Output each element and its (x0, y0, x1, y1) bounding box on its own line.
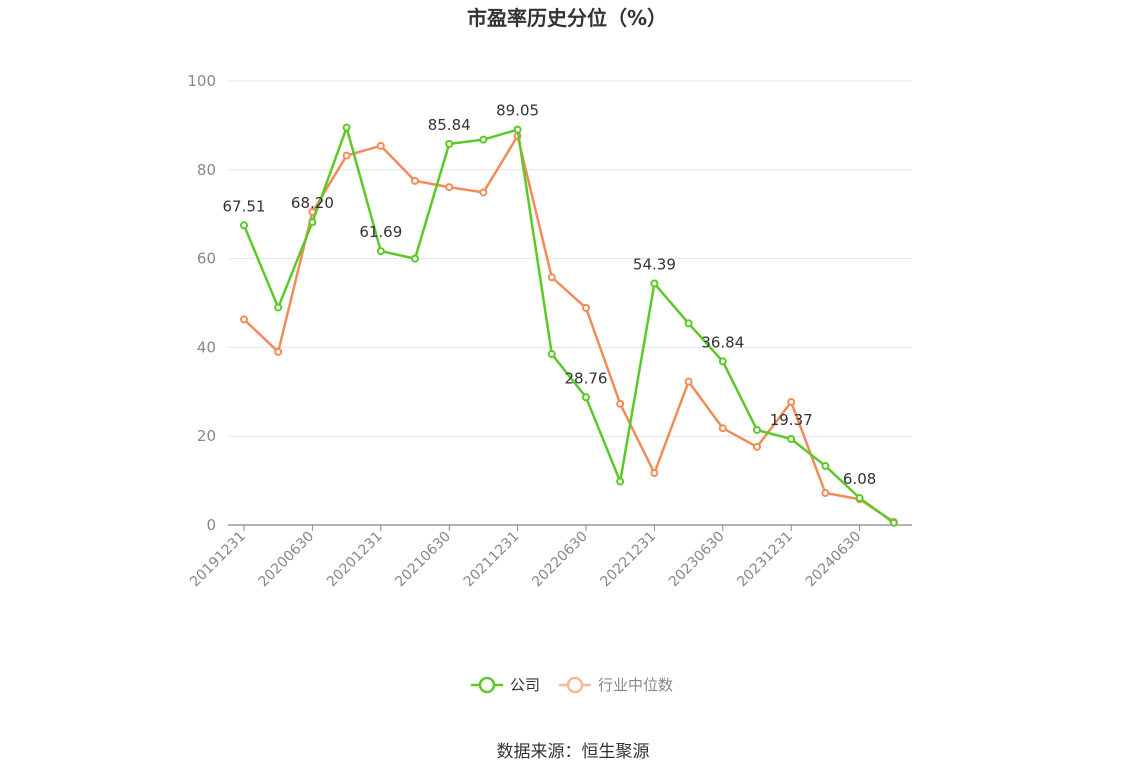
data-label: 6.08 (843, 470, 876, 488)
data-label: 68.20 (291, 194, 334, 212)
y-tick-label: 100 (187, 72, 216, 90)
y-tick-label: 80 (197, 161, 216, 179)
legend-label: 公司 (510, 676, 540, 694)
data-point-0-3[interactable] (342, 123, 351, 132)
data-point-0-19[interactable] (889, 518, 898, 527)
legend-label: 行业中位数 (598, 676, 673, 694)
x-tick-label: 20200630 (256, 529, 318, 591)
series-0 (240, 123, 898, 527)
data-label: 28.76 (565, 369, 608, 387)
data-label: 54.39 (633, 256, 676, 274)
data-point-0-16[interactable] (787, 434, 796, 443)
data-label: 19.37 (770, 411, 813, 429)
data-label: 36.84 (701, 333, 744, 351)
data-point-1-13[interactable] (684, 377, 693, 386)
x-tick-label: 20201231 (324, 529, 386, 591)
data-point-1-6[interactable] (445, 183, 454, 192)
data-point-1-5[interactable] (411, 176, 419, 185)
data-point-0-15[interactable] (753, 425, 761, 434)
data-point-0-10[interactable] (582, 393, 590, 402)
data-point-0-17[interactable] (821, 461, 830, 470)
data-point-1-14[interactable] (718, 424, 727, 433)
data-point-0-8[interactable] (513, 125, 522, 134)
data-point-0-14[interactable] (718, 357, 727, 366)
legend[interactable]: 公司 行业中位数 (471, 676, 673, 694)
y-axis: 0 20 40 60 80 100 (187, 72, 216, 534)
data-point-0-13[interactable] (684, 319, 693, 328)
x-axis: 20191231 20200630 20201231 20210630 20211231… (187, 524, 912, 591)
y-tick-label: 40 (197, 338, 216, 356)
x-tick-label: 20211231 (461, 529, 523, 591)
x-tick-label: 20240630 (803, 529, 865, 591)
x-tick-label: 20221231 (598, 529, 660, 591)
data-point-1-7[interactable] (479, 188, 488, 197)
x-tick-label: 20230630 (666, 529, 728, 591)
grid-lines (228, 80, 912, 437)
y-tick-label: 20 (197, 427, 216, 445)
y-tick-label: 60 (197, 250, 216, 268)
data-point-1-15[interactable] (753, 442, 761, 451)
chart-title: 市盈率历史分位（%） (467, 6, 667, 30)
data-source: 数据来源：恒生聚源 (497, 742, 650, 762)
legend-marker (478, 676, 496, 694)
data-point-0-7[interactable] (479, 135, 488, 144)
data-label: 67.51 (223, 197, 266, 215)
data-label: 85.84 (428, 116, 471, 134)
data-point-0-4[interactable] (376, 247, 385, 256)
data-point-0-5[interactable] (411, 254, 419, 263)
data-point-0-9[interactable] (547, 350, 556, 359)
series-line-1 (243, 134, 895, 523)
data-point-1-11[interactable] (616, 399, 625, 408)
data-label: 61.69 (359, 223, 402, 241)
data-point-1-17[interactable] (821, 489, 830, 498)
x-tick-label: 20220630 (529, 529, 591, 591)
y-tick-label: 0 (206, 516, 216, 534)
series-1 (240, 132, 898, 526)
data-point-1-12[interactable] (650, 469, 659, 478)
data-point-1-9[interactable] (547, 273, 556, 282)
series-layer (240, 123, 898, 527)
data-point-1-1[interactable] (274, 347, 283, 356)
legend-marker (566, 676, 584, 694)
legend-item-1[interactable]: 行业中位数 (559, 676, 673, 694)
data-point-1-10[interactable] (582, 303, 590, 312)
x-tick-label: 20210630 (392, 529, 454, 591)
data-point-0-18[interactable] (855, 494, 864, 503)
x-tick-label: 20191231 (187, 529, 249, 591)
x-tick-label: 20231231 (734, 529, 796, 591)
data-point-0-1[interactable] (274, 303, 283, 312)
data-point-1-16[interactable] (787, 398, 796, 407)
data-point-1-3[interactable] (342, 151, 351, 160)
legend-item-0[interactable]: 公司 (471, 676, 540, 694)
data-point-1-0[interactable] (240, 315, 248, 324)
data-labels: 67.51 68.20 61.69 85.84 89.05 28.76 54.39 36.84… (223, 102, 877, 488)
data-point-0-0[interactable] (240, 221, 248, 230)
data-point-0-2[interactable] (308, 218, 317, 227)
data-label: 89.05 (496, 102, 539, 120)
data-point-1-4[interactable] (376, 141, 385, 150)
data-point-0-12[interactable] (650, 279, 659, 288)
data-point-0-11[interactable] (616, 477, 625, 486)
data-point-0-6[interactable] (445, 139, 454, 148)
series-line-0 (242, 126, 895, 524)
